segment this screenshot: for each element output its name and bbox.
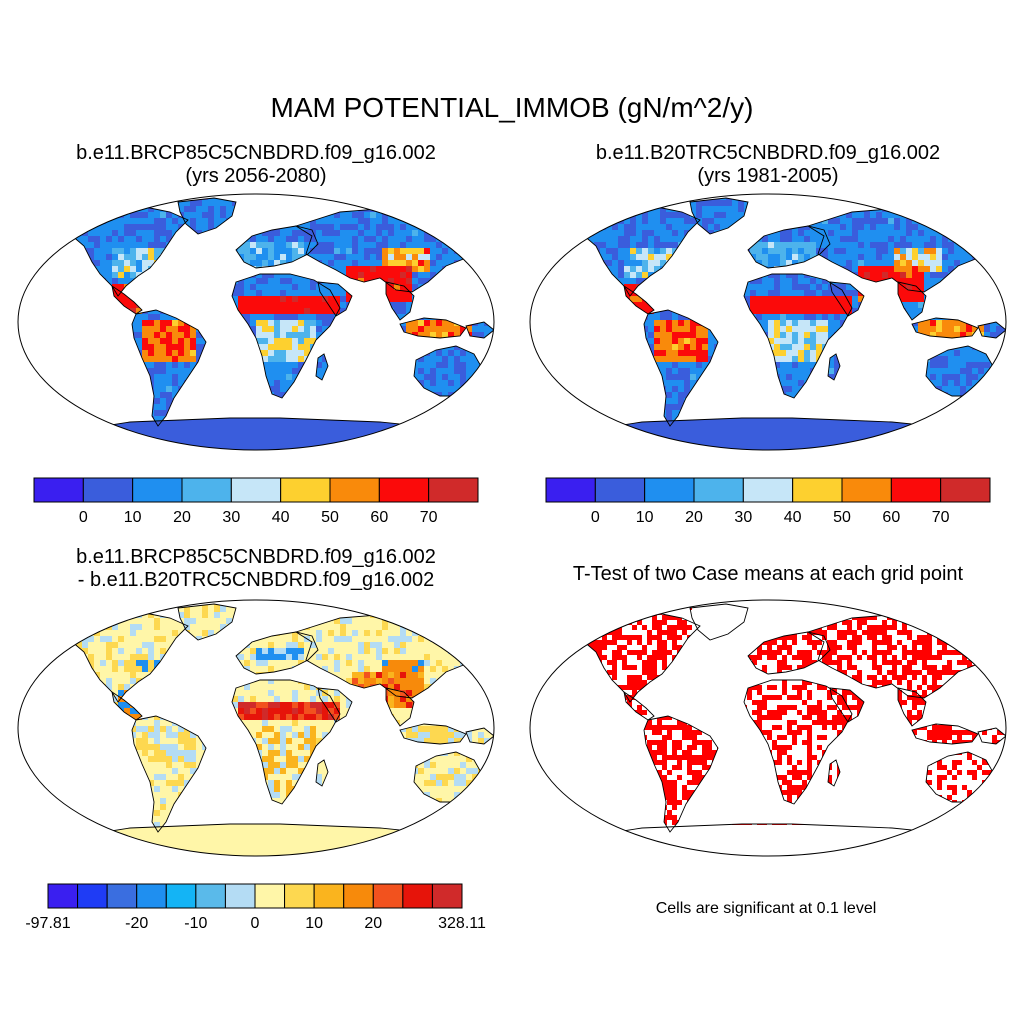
colorbar-swatch bbox=[890, 477, 942, 503]
colorbar-tick-label: 30 bbox=[222, 509, 240, 526]
colorbar-tick-label: 60 bbox=[882, 509, 900, 526]
colorbar-tick-label: 10 bbox=[636, 509, 654, 526]
colorbar-swatch bbox=[940, 477, 991, 503]
colorbar-swatch bbox=[82, 477, 134, 503]
colorbar-swatch bbox=[313, 883, 345, 909]
colorbar-swatch bbox=[181, 477, 232, 503]
colorbar-tick-label: 0 bbox=[591, 509, 600, 526]
panel-3-title-line2: - b.e11.B20TRC5CNBDRD.f09_g16.002 bbox=[77, 569, 435, 591]
colorbar-tick-label: 40 bbox=[784, 509, 802, 526]
colorbar-tick-label: 50 bbox=[833, 509, 851, 526]
map-panel-2 bbox=[529, 193, 1007, 451]
colorbar-tick-label: 20 bbox=[685, 509, 703, 526]
panel-2-title-line1: b.e11.B20TRC5CNBDRD.f09_g16.002 bbox=[595, 142, 941, 164]
colorbar-swatch bbox=[165, 883, 197, 909]
panel-2-title: b.e11.B20TRC5CNBDRD.f09_g16.002 (yrs 198… bbox=[512, 142, 1024, 188]
colorbar-swatch bbox=[594, 477, 646, 503]
colorbar-tick-label: 328.11 bbox=[438, 915, 486, 932]
colorbar-tick-label: 0 bbox=[79, 509, 88, 526]
colorbar-tick-label: 20 bbox=[173, 509, 191, 526]
colorbar-tick-label: 10 bbox=[305, 915, 323, 932]
significance-note: Cells are significant at 0.1 level bbox=[655, 900, 877, 917]
colorbar-swatch bbox=[343, 883, 374, 909]
panel-4-title: T-Test of two Case means at each grid po… bbox=[512, 563, 1024, 586]
colorbar-swatch bbox=[33, 477, 84, 503]
colorbar-tick-label: -10 bbox=[184, 915, 207, 932]
colorbar-tick-label: 70 bbox=[932, 509, 950, 526]
colorbar-swatch bbox=[644, 477, 695, 503]
colorbar-swatch bbox=[841, 477, 892, 503]
colorbar-swatch bbox=[230, 477, 282, 503]
colorbar-panel-1: 0 10 20 30 40 50 60 70 bbox=[33, 477, 479, 526]
colorbar-swatch bbox=[792, 477, 843, 503]
colorbar-swatch bbox=[280, 477, 331, 503]
colorbar-panel-3: -97.81 -20 -10 0 10 20 328.11 bbox=[25, 883, 486, 932]
colorbar-swatch bbox=[132, 477, 183, 503]
map-panel-1 bbox=[17, 193, 495, 451]
panel-4-title-line1: T-Test of two Case means at each grid po… bbox=[572, 563, 964, 585]
panel-1-title-line2: (yrs 2056-2080) bbox=[185, 165, 327, 187]
colorbar-tick-label: -20 bbox=[125, 915, 148, 932]
colorbar-swatch bbox=[77, 883, 108, 909]
colorbar-tick-label: 60 bbox=[370, 509, 388, 526]
colorbar-swatch bbox=[136, 883, 167, 909]
colorbar-swatch bbox=[329, 477, 380, 503]
colorbar-tick-label: 30 bbox=[734, 509, 752, 526]
colorbar-panel-2: 0 10 20 30 40 50 60 70 bbox=[545, 477, 991, 526]
panel-3-title-line1: b.e11.BRCP85C5CNBDRD.f09_g16.002 bbox=[76, 546, 436, 568]
colorbar-tick-label: 20 bbox=[364, 915, 382, 932]
colorbar-swatch bbox=[742, 477, 794, 503]
colorbar-swatch bbox=[378, 477, 430, 503]
panel-1-title: b.e11.BRCP85C5CNBDRD.f09_g16.002 (yrs 20… bbox=[0, 142, 512, 188]
panel-3-title: b.e11.BRCP85C5CNBDRD.f09_g16.002 - b.e11… bbox=[0, 546, 512, 592]
colorbar-tick-label: 10 bbox=[124, 509, 142, 526]
colorbar-tick-label: 0 bbox=[251, 915, 260, 932]
colorbar-swatch bbox=[693, 477, 744, 503]
colorbar-swatch bbox=[431, 883, 463, 909]
colorbar-swatch bbox=[428, 477, 479, 503]
colorbar-swatch bbox=[284, 883, 315, 909]
colorbar-swatch bbox=[224, 883, 256, 909]
colorbar-swatch bbox=[47, 883, 79, 909]
colorbar-swatch bbox=[195, 883, 226, 909]
colorbar-swatch bbox=[402, 883, 433, 909]
panel-1-title-line1: b.e11.BRCP85C5CNBDRD.f09_g16.002 bbox=[76, 142, 436, 164]
colorbar-swatch bbox=[254, 883, 286, 909]
colorbar-tick-label: -97.81 bbox=[25, 915, 70, 932]
colorbar-swatch bbox=[372, 883, 404, 909]
figure-title: MAM POTENTIAL_IMMOB (gN/m^2/y) bbox=[270, 92, 754, 123]
panel-2-title-line2: (yrs 1981-2005) bbox=[697, 165, 839, 187]
colorbar-tick-label: 40 bbox=[272, 509, 290, 526]
colorbar-swatch bbox=[106, 883, 138, 909]
map-panel-3 bbox=[17, 599, 495, 857]
colorbar-tick-label: 70 bbox=[420, 509, 438, 526]
map-panel-4 bbox=[529, 599, 1007, 857]
colorbar-tick-label: 50 bbox=[321, 509, 339, 526]
colorbar-swatch bbox=[545, 477, 596, 503]
